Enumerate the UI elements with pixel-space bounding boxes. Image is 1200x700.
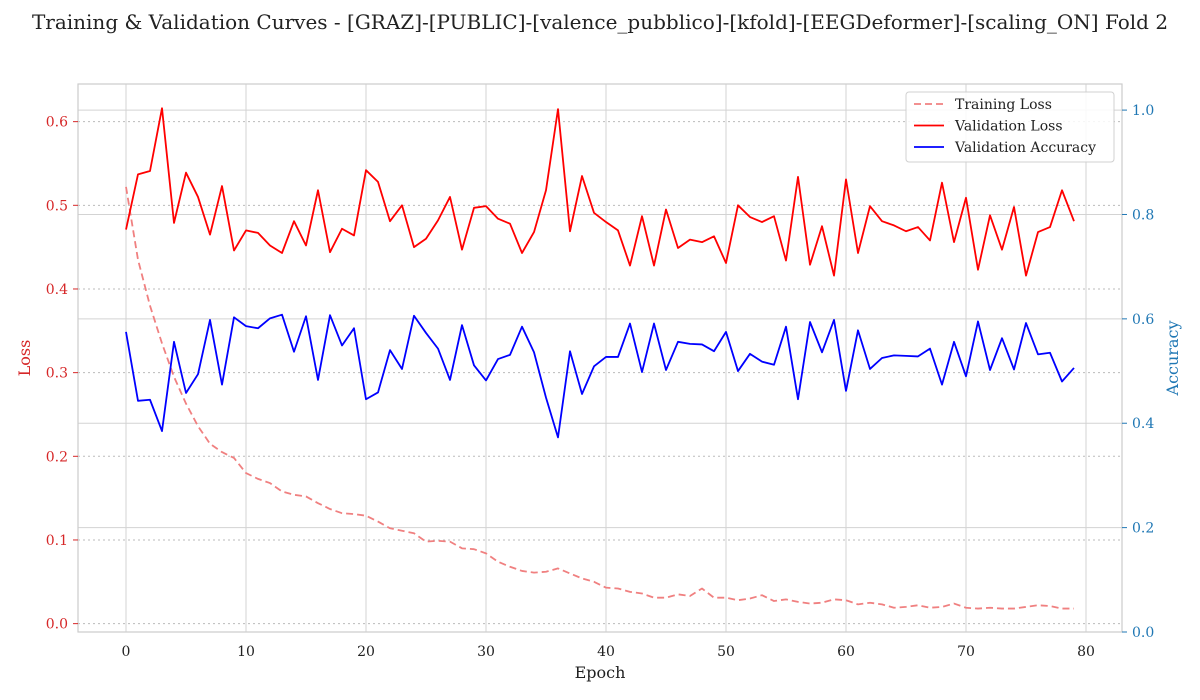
training-loss-line — [125, 186, 1074, 610]
x-tick-label: 20 — [357, 644, 375, 660]
y-right-tick-label: 0.4 — [1132, 416, 1154, 432]
y-left-tick-label: 0.6 — [46, 115, 68, 131]
y-left-tick-label: 0.0 — [46, 617, 68, 633]
y-right-tick-label: 0.0 — [1132, 625, 1154, 641]
y-axis-right-label: Accuracy — [1163, 321, 1182, 397]
x-tick-label: 40 — [597, 644, 615, 660]
y-right-tick-label: 0.2 — [1132, 521, 1154, 537]
x-tick-label: 0 — [122, 644, 131, 660]
y-right-tick-label: 1.0 — [1132, 103, 1154, 119]
x-tick-label: 60 — [837, 644, 855, 660]
plot-area — [77, 83, 1123, 633]
x-axis-label: Epoch — [575, 663, 626, 682]
legend-label-validation-loss: Validation Loss — [954, 119, 1063, 135]
validation-loss-line — [125, 107, 1075, 277]
y-left-tick-label: 0.1 — [46, 533, 68, 549]
y-right-tick-label: 0.8 — [1132, 207, 1154, 223]
y-right-tick-label: 0.6 — [1132, 312, 1154, 328]
legend-label-validation-accuracy: Validation Accuracy — [954, 140, 1096, 156]
grid — [78, 84, 1122, 633]
x-tick-label: 70 — [957, 644, 975, 660]
y-axis-left-label: Loss — [15, 340, 34, 377]
validation-accuracy-line — [125, 313, 1075, 439]
x-tick-label: 80 — [1077, 644, 1095, 660]
legend: Training Loss Validation Loss Validation A… — [905, 91, 1115, 163]
chart-title: Training & Validation Curves - [GRAZ]-[P… — [31, 10, 1169, 34]
y-left-tick-label: 0.3 — [46, 366, 68, 382]
x-tick-label: 10 — [237, 644, 255, 660]
legend-label-training-loss: Training Loss — [955, 97, 1052, 113]
ticks: 0 10 20 30 40 50 60 70 80 0.0 0.1 0.2 0.3 0.4 0.5 0.6 0.… — [46, 103, 1155, 660]
legend-box — [905, 91, 1115, 163]
series-layer — [125, 107, 1075, 610]
x-tick-label: 30 — [477, 644, 495, 660]
y-left-tick-label: 0.5 — [46, 198, 68, 214]
y-left-tick-label: 0.2 — [46, 449, 68, 465]
x-tick-label: 50 — [717, 644, 735, 660]
y-left-tick-label: 0.4 — [46, 282, 68, 298]
